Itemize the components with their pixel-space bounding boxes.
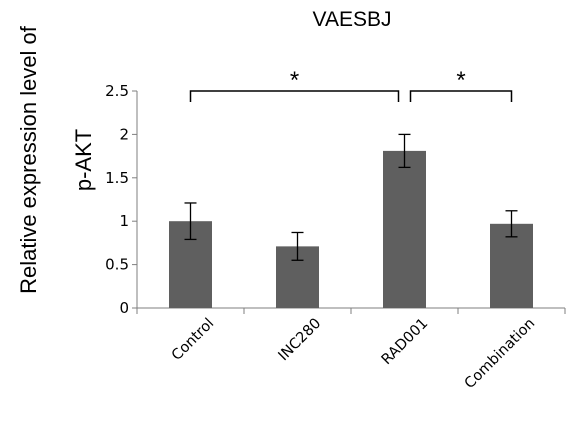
bar-combination — [490, 223, 533, 308]
x-tick-label: Combination — [462, 316, 539, 393]
chart-title: VAESBJ — [313, 8, 392, 31]
y-tick-label: 1 — [119, 212, 129, 230]
y-axis-title: Relative expression level of p-AKT — [16, 25, 96, 294]
x-tick-label: RAD001 — [379, 316, 432, 369]
y-tick-label: 1.5 — [105, 169, 129, 187]
y-tick-label: 0.5 — [105, 256, 129, 274]
bar-rad001 — [383, 150, 426, 308]
significance-bracket — [189, 90, 400, 102]
y-axis-title-line-2: p-AKT — [71, 129, 96, 191]
significance-bracket — [409, 90, 513, 102]
x-tick-label: INC280 — [276, 316, 325, 365]
significance-star: * — [456, 67, 465, 94]
plot-area: 0 0.5 1 1.5 2 2.5 Control INC280 RAD001 Combinati… — [105, 67, 566, 393]
y-tick-label: 2.5 — [105, 82, 129, 100]
y-tick-label: 2 — [119, 125, 129, 143]
y-tick-label: 0 — [119, 299, 129, 317]
y-axis-title-line-1: Relative expression level of — [16, 25, 41, 294]
significance-star: * — [290, 67, 299, 94]
x-tick-label: Control — [169, 316, 217, 364]
